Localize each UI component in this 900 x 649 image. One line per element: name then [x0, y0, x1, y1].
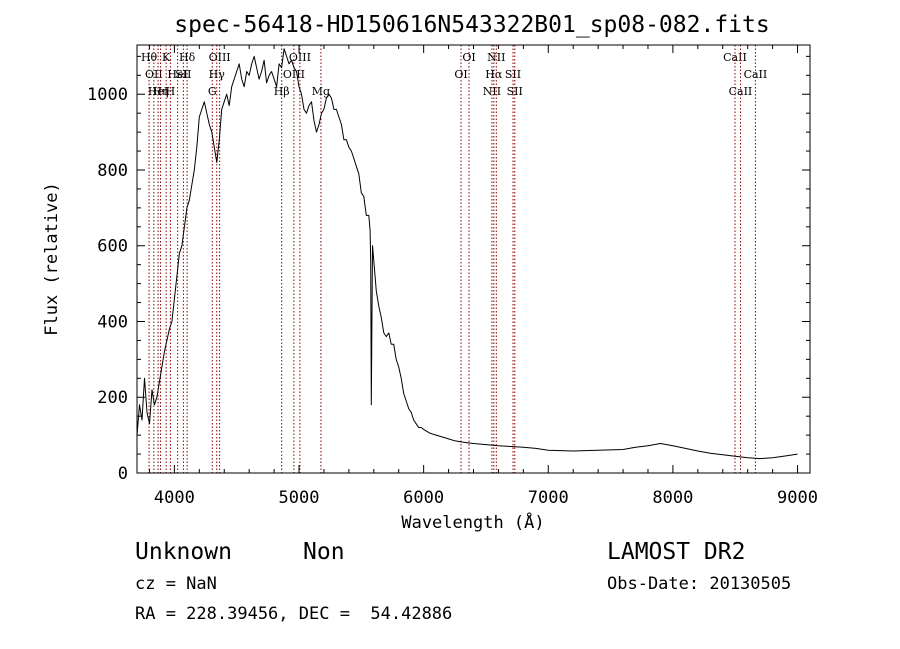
y-tick-label-0: 0: [118, 464, 128, 484]
line-label-12: Hβ: [274, 85, 290, 98]
y-tick-label-1: 200: [97, 388, 128, 408]
x-tick-label-2: 6000: [403, 488, 444, 508]
observation-date: Obs-Date: 20130505: [607, 574, 791, 594]
spectral-line-markers: HθOIIHeIHηKHHeISIIHδGHγOIIIHβOIIIOIIIMgO…: [141, 45, 767, 473]
object-class: Unknown: [135, 539, 232, 565]
line-label-5: H: [166, 85, 176, 98]
object-subclass: Non: [303, 539, 345, 565]
line-label-2: HeI: [148, 85, 168, 98]
line-label-14: OIII: [289, 51, 311, 64]
y-tick-label-5: 1000: [87, 85, 128, 105]
line-label-9: G: [208, 85, 217, 98]
line-label-22: SII: [507, 85, 523, 98]
line-label-19: Hα: [485, 68, 503, 81]
x-tick-label-3: 7000: [528, 488, 569, 508]
line-label-4: K: [162, 51, 171, 64]
redshift-readout: cz = NaN: [135, 574, 217, 594]
line-label-6: HeI: [167, 68, 187, 81]
line-label-21: SII: [505, 68, 521, 81]
line-label-0: Hθ: [141, 51, 158, 64]
x-tick-label-5: 9000: [777, 488, 818, 508]
line-label-18: NII: [483, 85, 501, 98]
spectrum-line: [136, 48, 798, 460]
y-tick-label-2: 400: [97, 312, 128, 332]
y-tick-label-4: 800: [97, 161, 128, 181]
x-axis-label: Wavelength (Å): [401, 511, 544, 533]
y-tick-label-3: 600: [97, 237, 128, 257]
axis-ticks: 4000 5000 6000 7000 8000 9000 0 200 400 600 800 100…: [87, 45, 818, 508]
line-label-8: Hδ: [179, 51, 196, 64]
x-tick-label-4: 8000: [652, 488, 693, 508]
line-label-24: CaII: [729, 85, 753, 98]
line-label-3: Hη: [152, 85, 168, 98]
line-label-16: OI: [454, 68, 467, 81]
survey-name: LAMOST DR2: [607, 539, 745, 565]
line-label-17: OI: [462, 51, 475, 64]
line-label-10: Hγ: [209, 68, 226, 81]
line-label-15: Mg: [312, 85, 330, 98]
line-label-23: CaII: [723, 51, 747, 64]
y-axis-label: Flux (relative): [42, 182, 62, 336]
line-label-7: SII: [175, 68, 191, 81]
line-label-1: OII: [145, 68, 163, 81]
line-label-13: OIII: [283, 68, 305, 81]
x-tick-label-1: 5000: [279, 488, 320, 508]
coordinates-readout: RA = 228.39456, DEC = 54.42886: [135, 604, 452, 624]
plot-frame: [136, 44, 811, 474]
chart-title: spec-56418-HD150616N543322B01_sp08-082.f…: [174, 12, 769, 38]
line-label-11: OIII: [209, 51, 231, 64]
x-tick-label-0: 4000: [154, 488, 195, 508]
line-label-20: NII: [487, 51, 505, 64]
spectrum-series: [136, 48, 798, 460]
line-label-25: CaII: [744, 68, 768, 81]
